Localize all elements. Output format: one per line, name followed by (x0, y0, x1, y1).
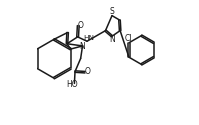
Text: N: N (80, 42, 85, 50)
Text: Cl: Cl (125, 34, 132, 43)
Text: HN: HN (83, 36, 94, 42)
Text: S: S (109, 7, 114, 16)
Text: N: N (109, 35, 114, 44)
Text: HO: HO (66, 80, 77, 88)
Text: O: O (85, 67, 91, 76)
Text: O: O (78, 20, 84, 30)
